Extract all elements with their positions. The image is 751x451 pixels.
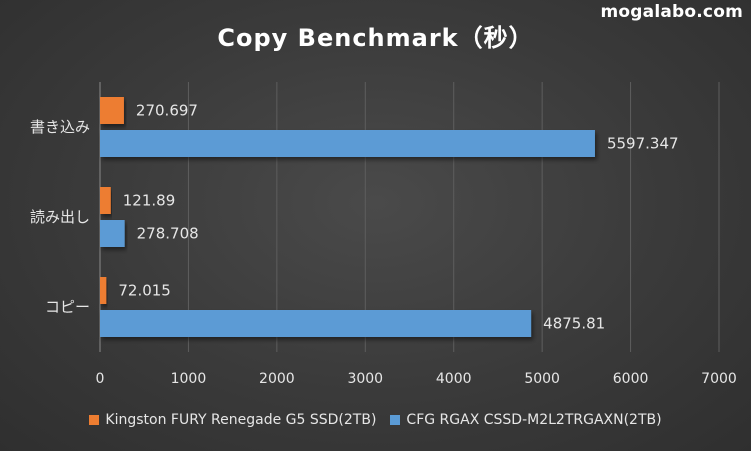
data-label: 121.89 — [123, 192, 176, 210]
bar-series-1 — [100, 97, 124, 124]
bar-series-1 — [100, 277, 107, 304]
legend-swatch-series-2 — [390, 415, 401, 425]
x-tick-label: 5000 — [524, 371, 560, 387]
legend-item-series-1: Kingston FURY Renegade G5 SSD(2TB) — [89, 412, 376, 428]
data-label: 4875.81 — [543, 315, 605, 333]
category-label: コピー — [45, 298, 90, 316]
bar-series-2 — [100, 310, 532, 337]
bar-series-2 — [100, 220, 125, 247]
legend-item-series-2: CFG RGAX CSSD-M2L2TRGAXN(2TB) — [390, 412, 662, 428]
legend: Kingston FURY Renegade G5 SSD(2TB) CFG R… — [0, 412, 751, 428]
data-label: 278.708 — [137, 225, 199, 243]
bar-series-1 — [100, 187, 111, 214]
legend-label-series-2: CFG RGAX CSSD-M2L2TRGAXN(2TB) — [406, 412, 662, 428]
x-tick-label: 1000 — [171, 371, 207, 387]
x-tick-label: 4000 — [436, 371, 472, 387]
data-label: 5597.347 — [607, 135, 679, 153]
legend-swatch-series-1 — [89, 415, 100, 425]
legend-label-series-1: Kingston FURY Renegade G5 SSD(2TB) — [105, 412, 377, 428]
data-label: 72.015 — [118, 282, 171, 300]
bar-series-2 — [100, 130, 595, 157]
x-tick-label: 0 — [96, 371, 105, 387]
x-tick-label: 7000 — [701, 371, 737, 387]
category-label: 読み出し — [30, 208, 90, 226]
category-label: 書き込み — [30, 118, 90, 136]
x-tick-label: 6000 — [613, 371, 649, 387]
chart-title: Copy Benchmark（秒） — [217, 24, 534, 52]
x-tick-label: 3000 — [347, 371, 383, 387]
watermark: mogalabo.com — [600, 2, 743, 22]
x-tick-label: 2000 — [259, 371, 295, 387]
data-label: 270.697 — [136, 102, 198, 120]
